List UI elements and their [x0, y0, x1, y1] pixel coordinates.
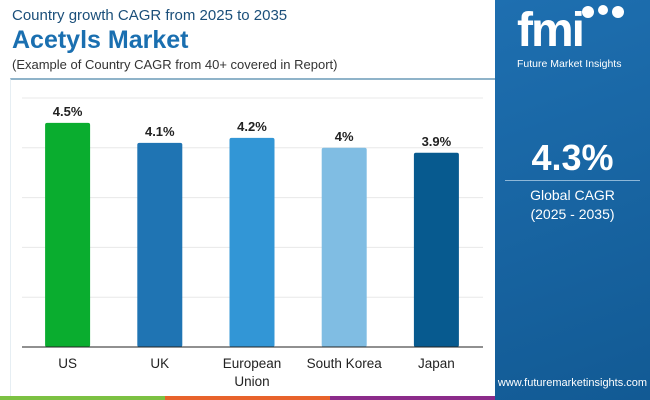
svg-text:fmi: fmi [517, 4, 583, 56]
data-label: 4.2% [237, 119, 267, 134]
website-url[interactable]: www.futuremarketinsights.com [497, 377, 648, 389]
bar-japan [413, 152, 459, 347]
global-cagr-period: (2025 - 2035) [530, 206, 615, 222]
bar-chart: 4.5% US 4.1% UK 4.2% European Union 4% South Kor… [22, 97, 483, 389]
x-tick-label: South Korea [307, 356, 383, 371]
data-label: 4% [335, 129, 354, 144]
x-tick-label: Union [234, 374, 269, 389]
chart-title: Acetyls Market [12, 26, 189, 54]
x-tick-label: European [223, 356, 282, 371]
summary-panel: fmi Future Market Insights 4.3% Global C… [495, 0, 650, 400]
chart-panel [10, 78, 495, 398]
bar-us [45, 122, 91, 348]
bar-european-union [229, 137, 275, 347]
chart-note: (Example of Country CAGR from 40+ covere… [12, 57, 338, 72]
global-cagr-text: Global CAGR [530, 187, 615, 203]
global-cagr-label: Global CAGR (2025 - 2035) [495, 186, 650, 224]
bar-south-korea [321, 147, 367, 347]
brand-name: Future Market Insights [517, 58, 622, 70]
x-tick-label: US [58, 356, 77, 371]
x-tick-label: UK [150, 356, 169, 371]
stripe-purple [330, 396, 495, 400]
x-tick-label: Japan [418, 356, 455, 371]
bar-uk [137, 142, 183, 347]
stripe-orange [165, 396, 330, 400]
stripe-green [0, 396, 165, 400]
global-cagr-value: 4.3% [531, 137, 614, 178]
data-label: 4.1% [145, 124, 175, 139]
fmi-logo: fmi [517, 4, 624, 56]
data-label: 4.5% [53, 104, 83, 119]
divider [505, 180, 640, 181]
data-label: 3.9% [422, 134, 452, 149]
chart-subtitle: Country growth CAGR from 2025 to 2035 [12, 7, 288, 24]
